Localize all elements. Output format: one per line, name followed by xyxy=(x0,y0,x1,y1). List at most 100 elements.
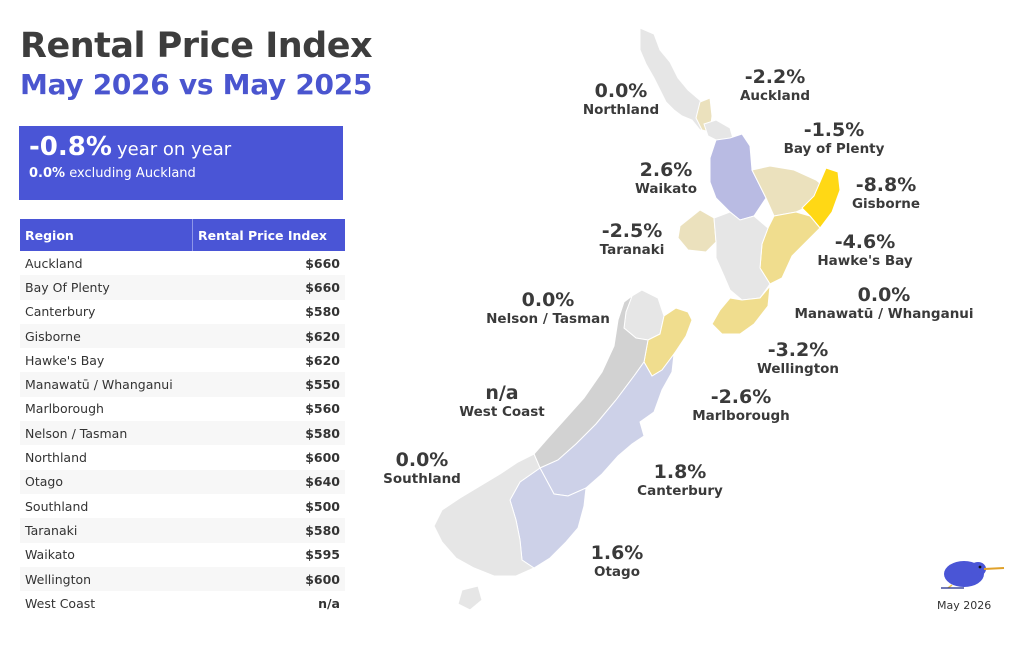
table-row[interactable]: Wellington $600 xyxy=(20,566,345,592)
yoy-label: year on year xyxy=(117,139,232,160)
pct-northland: 0.0% xyxy=(594,80,648,102)
table-row[interactable]: Otago $640 xyxy=(20,469,345,494)
cell-region: Canterbury xyxy=(25,304,96,320)
name-wellington: Wellington xyxy=(756,361,840,377)
cell-region: Bay Of Plenty xyxy=(20,275,193,300)
table-row[interactable]: Northland $600 xyxy=(20,445,345,469)
map-label-canterbury: 1.8% Canterbury xyxy=(634,461,726,499)
cell-index-value: $595 xyxy=(305,547,340,563)
cell-index-value: $580 xyxy=(192,518,345,543)
table-row[interactable]: Marlborough $560 xyxy=(20,397,345,421)
map-label-nelson-tasman: 0.0% Nelson / Tasman xyxy=(478,289,618,327)
map-label-southland: 0.0% Southland xyxy=(378,449,466,487)
table-row[interactable]: Auckland $660 xyxy=(20,251,345,275)
cell-region: Manawatū / Whanganui xyxy=(20,372,193,397)
cell-region: Southland xyxy=(25,498,89,514)
pct-marlborough: -2.6% xyxy=(710,386,772,408)
pct-canterbury: 1.8% xyxy=(653,461,707,483)
cell-region: Northland xyxy=(25,450,87,466)
pct-gisborne: -8.8% xyxy=(855,174,917,196)
ex-auckland-row: 0.0% excluding Auckland xyxy=(29,166,333,181)
column-header-index[interactable]: Rental Price Index xyxy=(191,219,345,251)
ex-auckland-label: excluding Auckland xyxy=(69,166,196,181)
map-label-marlborough: -2.6% Marlborough xyxy=(689,386,793,424)
map-label-wellington: -3.2% Wellington xyxy=(748,339,848,377)
map-label-auckland: -2.2% Auckland xyxy=(735,66,815,104)
pct-bay-of-plenty: -1.5% xyxy=(803,119,865,141)
pct-hawkes-bay: -4.6% xyxy=(834,231,896,253)
map-label-hawkes-bay: -4.6% Hawke's Bay xyxy=(810,231,920,269)
page-subtitle: May 2026 vs May 2025 xyxy=(20,68,373,101)
pct-southland: 0.0% xyxy=(395,449,449,471)
map-label-manawatu: 0.0% Manawatū / Whanganui xyxy=(794,284,974,322)
stewart-island[interactable] xyxy=(457,585,483,611)
table-row[interactable]: Southland $500 xyxy=(20,494,345,518)
cell-region: Auckland xyxy=(25,255,83,271)
name-taranaki: Taranaki xyxy=(599,242,665,258)
cell-region: Gisborne xyxy=(20,323,193,349)
name-marlborough: Marlborough xyxy=(692,408,790,424)
map-label-taranaki: -2.5% Taranaki xyxy=(592,220,672,258)
cell-region: Wellington xyxy=(20,566,193,592)
table-row[interactable]: Taranaki $580 xyxy=(20,518,345,543)
region-canterbury[interactable] xyxy=(539,352,675,497)
pct-otago: 1.6% xyxy=(590,542,644,564)
region-taranaki[interactable] xyxy=(677,209,717,253)
name-waikato: Waikato xyxy=(635,181,697,197)
table-row[interactable]: Gisborne $620 xyxy=(20,323,345,349)
cell-region: Waikato xyxy=(25,547,75,563)
name-southland: Southland xyxy=(383,471,461,487)
cell-index-value: $560 xyxy=(305,401,340,417)
cell-index-value: $640 xyxy=(192,469,345,494)
cell-region: Hawke's Bay xyxy=(25,352,105,368)
cell-region: Taranaki xyxy=(20,518,193,543)
name-nelson-tasman: Nelson / Tasman xyxy=(486,311,610,327)
table-row[interactable]: Bay Of Plenty $660 xyxy=(20,275,345,300)
rental-index-table: Region Rental Price Index Auckland $660 Ba… xyxy=(20,219,345,615)
column-header-region[interactable]: Region xyxy=(20,219,193,251)
cell-index-value: $660 xyxy=(192,275,345,300)
page-title: Rental Price Index xyxy=(20,26,373,66)
table-row[interactable]: Hawke's Bay $620 xyxy=(20,348,345,372)
cell-index-value: $620 xyxy=(305,352,340,368)
cell-index-value: $580 xyxy=(192,421,345,446)
region-northland[interactable] xyxy=(639,27,713,131)
yoy-value: -0.8% xyxy=(29,132,112,162)
table-row[interactable]: Manawatū / Whanganui $550 xyxy=(20,372,345,397)
table-row[interactable]: Canterbury $580 xyxy=(20,300,345,324)
cell-region: Otago xyxy=(20,469,193,494)
name-hawkes-bay: Hawke's Bay xyxy=(817,253,913,269)
table-row[interactable]: West Coast n/a xyxy=(20,591,345,615)
name-gisborne: Gisborne xyxy=(851,196,921,212)
table-row[interactable]: Waikato $595 xyxy=(20,543,345,567)
table-row[interactable]: Nelson / Tasman $580 xyxy=(20,421,345,446)
map-label-waikato: 2.6% Waikato xyxy=(626,159,706,197)
cell-index-value: $600 xyxy=(305,450,340,466)
cell-index-value: n/a xyxy=(318,595,340,611)
region-wellington[interactable] xyxy=(711,284,771,335)
map-label-northland: 0.0% Northland xyxy=(581,80,661,118)
pct-nelson-tasman: 0.0% xyxy=(521,289,575,311)
nz-region-map xyxy=(433,27,841,611)
table-body: Auckland $660 Bay Of Plenty $660 Canterbury $… xyxy=(20,251,345,615)
cell-index-value: $580 xyxy=(305,304,340,320)
report-date: May 2026 xyxy=(937,599,992,612)
pct-waikato: 2.6% xyxy=(639,159,693,181)
cell-index-value: $660 xyxy=(305,255,340,271)
name-northland: Northland xyxy=(582,102,660,118)
yoy-kpi-card: -0.8% year on year 0.0% excluding Auckla… xyxy=(19,126,343,200)
cell-index-value: $500 xyxy=(305,498,340,514)
region-southland[interactable] xyxy=(433,453,541,577)
table-header-row: Region Rental Price Index xyxy=(20,219,345,251)
kiwi-bird-icon xyxy=(941,561,1005,589)
cell-index-value: $620 xyxy=(192,323,345,349)
pct-auckland: -2.2% xyxy=(744,66,806,88)
map-label-gisborne: -8.8% Gisborne xyxy=(846,174,926,212)
pct-manawatu: 0.0% xyxy=(857,284,911,306)
name-bay-of-plenty: Bay of Plenty xyxy=(783,141,885,157)
cell-region: Marlborough xyxy=(25,401,104,417)
map-label-west-coast: n/a West Coast xyxy=(456,382,548,420)
ex-auckland-value: 0.0% xyxy=(29,166,66,181)
region-manawatu-whanganui[interactable] xyxy=(713,211,771,301)
map-label-otago: 1.6% Otago xyxy=(582,542,652,580)
